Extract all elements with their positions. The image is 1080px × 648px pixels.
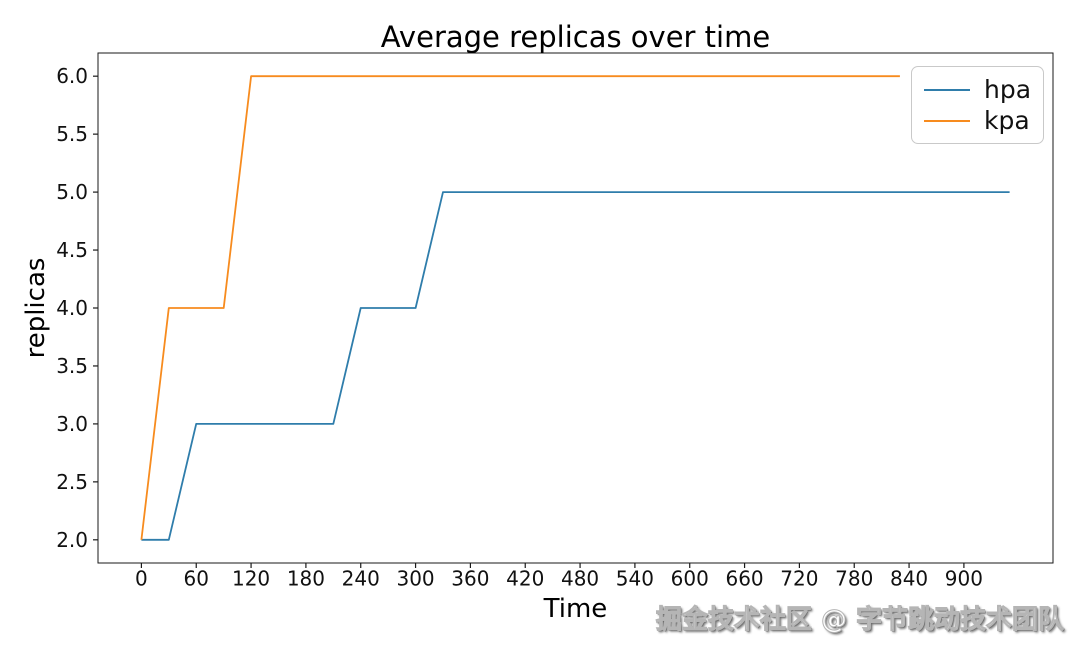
- plot-area: [97, 52, 1054, 564]
- y-tick-label: 6.0: [56, 64, 88, 88]
- y-tick-label: 5.5: [56, 122, 88, 146]
- y-axis-label: replicas: [21, 257, 51, 359]
- watermark-text: 掘金技术社区 @ 字节跳动技术团队: [655, 605, 1064, 636]
- chart-title: Average replicas over time: [380, 20, 771, 54]
- x-tick-label: 480: [561, 567, 599, 591]
- y-tick-label: 4.0: [56, 296, 88, 320]
- legend-item-hpa: hpa: [924, 77, 1031, 102]
- x-tick-label: 180: [287, 567, 325, 591]
- x-tick-label: 720: [780, 567, 818, 591]
- x-tick-label: 300: [396, 567, 434, 591]
- y-tick-label: 2.0: [56, 528, 88, 552]
- legend-line-swatch-kpa: [924, 119, 970, 122]
- legend-line-swatch-hpa: [924, 88, 970, 91]
- x-tick-label: 360: [451, 567, 489, 591]
- x-axis-label: Time: [543, 594, 608, 624]
- x-tick-label: 420: [506, 567, 544, 591]
- legend-label-hpa: hpa: [984, 75, 1032, 104]
- x-tick-label: 0: [135, 567, 148, 591]
- y-tick-label: 5.0: [56, 180, 88, 204]
- series-line-kpa: [140, 75, 900, 540]
- y-tick-label: 3.5: [56, 354, 88, 378]
- series-line-hpa: [141, 191, 1010, 541]
- x-tick-label: 780: [835, 567, 873, 591]
- y-tick-label: 3.0: [56, 412, 88, 436]
- x-tick-label: 900: [945, 567, 983, 591]
- x-tick-label: 60: [184, 567, 209, 591]
- x-tick-label: 660: [725, 567, 763, 591]
- x-tick-label: 120: [232, 567, 270, 591]
- y-tick-label: 2.5: [56, 470, 88, 494]
- x-tick-label: 600: [671, 567, 709, 591]
- legend-label-kpa: kpa: [984, 106, 1030, 135]
- x-tick-label: 840: [890, 567, 928, 591]
- legend: hpa kpa: [911, 66, 1044, 144]
- legend-item-kpa: kpa: [924, 108, 1031, 133]
- x-tick-label: 540: [616, 567, 654, 591]
- y-tick-label: 4.5: [56, 238, 88, 262]
- x-tick-label: 240: [342, 567, 380, 591]
